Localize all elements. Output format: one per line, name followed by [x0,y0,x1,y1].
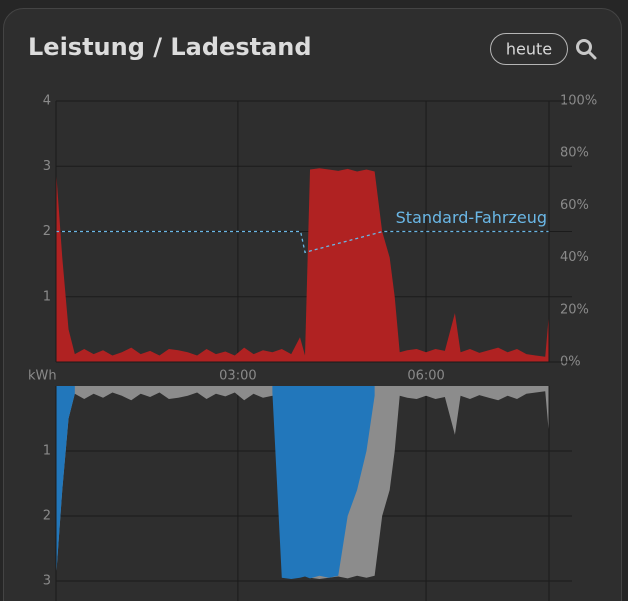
y-axis-label: kWh [28,369,57,384]
y-tick-label: 3 [43,574,51,589]
y2-tick-label: 20% [560,302,589,317]
x-tick-label: 03:00 [219,369,256,384]
area [56,386,375,580]
y2-tick-label: 60% [560,198,589,213]
y-tick-label: 1 [43,289,51,304]
date-button[interactable]: heute [490,33,568,65]
search-icon-lens[interactable] [576,39,592,55]
y2-tick-label: 100% [560,94,597,109]
date-button-border[interactable] [490,33,568,65]
search-icon-handle[interactable] [587,50,597,60]
series-label: Standard-Fahrzeug [396,208,547,227]
search-icon[interactable] [576,39,597,60]
y2-tick-label: 80% [560,146,589,161]
line [56,230,549,254]
y-tick-label: 3 [43,159,51,174]
chart-title: Leistung / Ladestand [28,33,312,61]
y-tick-label: 1 [43,444,51,459]
date-button-label[interactable]: heute [506,40,552,59]
marks: Standard-Fahrzeug [56,168,549,580]
x-tick-label: 06:00 [407,369,444,384]
y-tick-label: 2 [43,509,51,524]
y2-tick-label: 40% [560,250,589,265]
y-tick-label: 4 [43,94,51,109]
y-tick-label: 2 [43,224,51,239]
